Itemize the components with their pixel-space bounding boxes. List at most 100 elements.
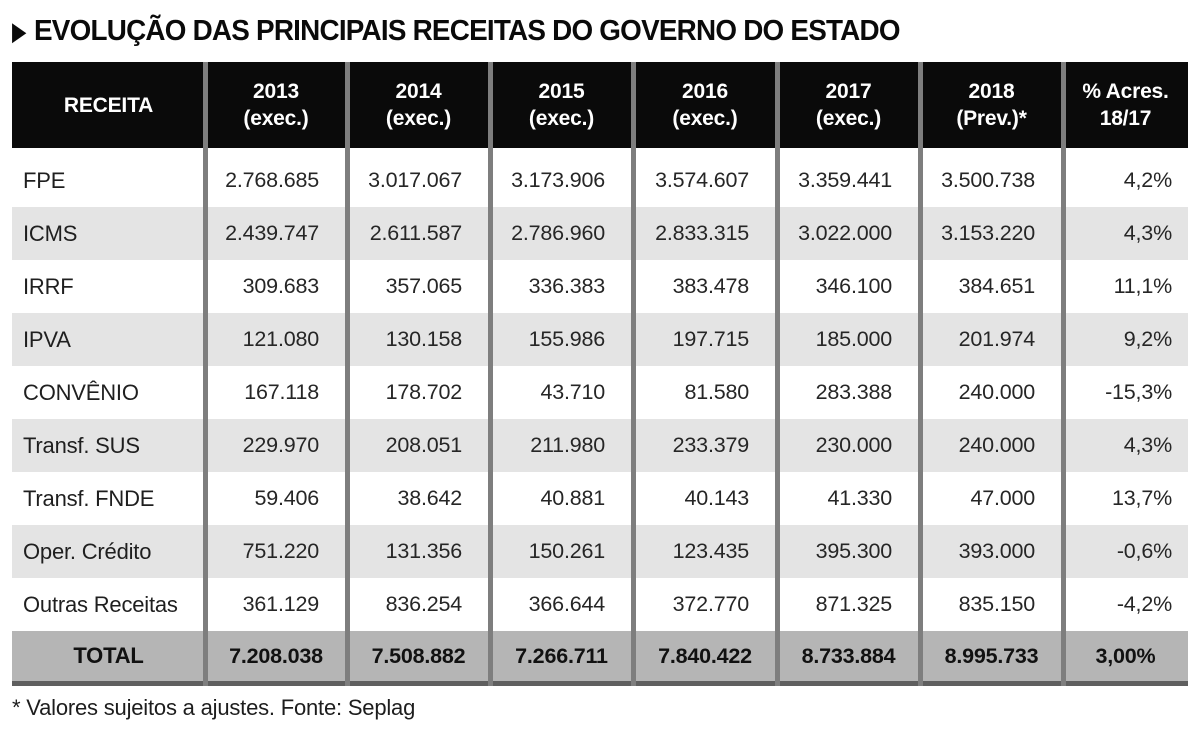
- value-cell-2014: 131.356: [347, 525, 490, 578]
- value-cell-2016: 372.770: [633, 578, 777, 631]
- table-row-transf-fnde: Transf. FNDE 59.406 38.642 40.881 40.143…: [12, 472, 1188, 525]
- percent-cell: 4,3%: [1063, 419, 1188, 472]
- value-cell-2015: 211.980: [490, 419, 633, 472]
- column-separator: [631, 62, 636, 686]
- value-cell-2013: 229.970: [205, 419, 347, 472]
- table-row-irrf: IRRF 309.683 357.065 336.383 383.478 346…: [12, 260, 1188, 313]
- receita-cell: IRRF: [12, 260, 205, 313]
- value-cell-2018: 835.150: [920, 578, 1063, 631]
- receita-cell: Outras Receitas: [12, 578, 205, 631]
- value-cell-2017: 185.000: [777, 313, 920, 366]
- percent-cell: 11,1%: [1063, 260, 1188, 313]
- table-row-outras-receitas: Outras Receitas 361.129 836.254 366.644 …: [12, 578, 1188, 631]
- table-row-convenio: CONVÊNIO 167.118 178.702 43.710 81.580 2…: [12, 366, 1188, 419]
- value-cell-2014: 178.702: [347, 366, 490, 419]
- table-row-total: TOTAL 7.208.038 7.508.882 7.266.711 7.84…: [12, 631, 1188, 681]
- value-cell-2015: 150.261: [490, 525, 633, 578]
- value-cell-2014: 2.611.587: [347, 207, 490, 260]
- value-cell-2013: 2.439.747: [205, 207, 347, 260]
- value-cell-2017: 41.330: [777, 472, 920, 525]
- value-cell-2016: 197.715: [633, 313, 777, 366]
- value-cell-2014: 130.158: [347, 313, 490, 366]
- value-cell-2014: 38.642: [347, 472, 490, 525]
- value-cell-2015: 43.710: [490, 366, 633, 419]
- value-cell-2018: 393.000: [920, 525, 1063, 578]
- value-cell-2018: 47.000: [920, 472, 1063, 525]
- value-cell-2015: 336.383: [490, 260, 633, 313]
- total-value-2016: 7.840.422: [633, 631, 777, 681]
- value-cell-2015: 366.644: [490, 578, 633, 631]
- percent-cell: 4,3%: [1063, 207, 1188, 260]
- value-cell-2018: 201.974: [920, 313, 1063, 366]
- percent-cell: 13,7%: [1063, 472, 1188, 525]
- receita-cell: ICMS: [12, 207, 205, 260]
- total-value-2013: 7.208.038: [205, 631, 347, 681]
- receita-cell: CONVÊNIO: [12, 366, 205, 419]
- column-separator: [488, 62, 493, 686]
- receita-cell: Oper. Crédito: [12, 525, 205, 578]
- table-row-oper-credito: Oper. Crédito 751.220 131.356 150.261 12…: [12, 525, 1188, 578]
- value-cell-2016: 40.143: [633, 472, 777, 525]
- footnote: * Valores sujeitos a ajustes. Fonte: Sep…: [12, 695, 416, 720]
- revenue-table: RECEITA 2013 (exec.) 2014 (exec.) 2015 (…: [12, 62, 1188, 686]
- header-cell-2017: 2017 (exec.): [777, 62, 920, 148]
- value-cell-2014: 3.017.067: [347, 154, 490, 207]
- value-cell-2015: 40.881: [490, 472, 633, 525]
- value-cell-2013: 2.768.685: [205, 154, 347, 207]
- value-cell-2015: 3.173.906: [490, 154, 633, 207]
- value-cell-2013: 121.080: [205, 313, 347, 366]
- value-cell-2017: 230.000: [777, 419, 920, 472]
- value-cell-2013: 59.406: [205, 472, 347, 525]
- value-cell-2014: 208.051: [347, 419, 490, 472]
- total-value-2018: 8.995.733: [920, 631, 1063, 681]
- column-separator: [918, 62, 923, 686]
- value-cell-2017: 346.100: [777, 260, 920, 313]
- value-cell-2018: 240.000: [920, 419, 1063, 472]
- percent-cell: 4,2%: [1063, 154, 1188, 207]
- column-separator: [345, 62, 350, 686]
- header-cell-percent: % Acres. 18/17: [1063, 62, 1188, 148]
- value-cell-2015: 2.786.960: [490, 207, 633, 260]
- table-row-fpe: FPE 2.768.685 3.017.067 3.173.906 3.574.…: [12, 154, 1188, 207]
- table-row-transf-sus: Transf. SUS 229.970 208.051 211.980 233.…: [12, 419, 1188, 472]
- header-cell-2016: 2016 (exec.): [633, 62, 777, 148]
- receita-cell: Transf. FNDE: [12, 472, 205, 525]
- value-cell-2014: 836.254: [347, 578, 490, 631]
- value-cell-2018: 3.500.738: [920, 154, 1063, 207]
- total-value-2017: 8.733.884: [777, 631, 920, 681]
- value-cell-2013: 361.129: [205, 578, 347, 631]
- table-row-ipva: IPVA 121.080 130.158 155.986 197.715 185…: [12, 313, 1188, 366]
- value-cell-2017: 3.022.000: [777, 207, 920, 260]
- value-cell-2017: 3.359.441: [777, 154, 920, 207]
- percent-cell: -15,3%: [1063, 366, 1188, 419]
- header-divider: [12, 148, 1188, 154]
- value-cell-2016: 3.574.607: [633, 154, 777, 207]
- total-value-2015: 7.266.711: [490, 631, 633, 681]
- value-cell-2017: 395.300: [777, 525, 920, 578]
- header-cell-2018: 2018 (Prev.)*: [920, 62, 1063, 148]
- table-row-icms: ICMS 2.439.747 2.611.587 2.786.960 2.833…: [12, 207, 1188, 260]
- value-cell-2017: 283.388: [777, 366, 920, 419]
- value-cell-2016: 383.478: [633, 260, 777, 313]
- total-percent: 3,00%: [1063, 631, 1188, 681]
- value-cell-2015: 155.986: [490, 313, 633, 366]
- receita-cell: FPE: [12, 154, 205, 207]
- column-separator: [775, 62, 780, 686]
- value-cell-2018: 240.000: [920, 366, 1063, 419]
- value-cell-2018: 3.153.220: [920, 207, 1063, 260]
- header-cell-2015: 2015 (exec.): [490, 62, 633, 148]
- page-title-text: EVOLUÇÃO DAS PRINCIPAIS RECEITAS DO GOVE…: [34, 14, 901, 47]
- value-cell-2016: 2.833.315: [633, 207, 777, 260]
- value-cell-2013: 309.683: [205, 260, 347, 313]
- value-cell-2016: 81.580: [633, 366, 777, 419]
- column-separator: [203, 62, 208, 686]
- total-label: TOTAL: [12, 631, 205, 681]
- value-cell-2013: 751.220: [205, 525, 347, 578]
- receita-cell: Transf. SUS: [12, 419, 205, 472]
- value-cell-2018: 384.651: [920, 260, 1063, 313]
- value-cell-2014: 357.065: [347, 260, 490, 313]
- column-separator: [1061, 62, 1066, 686]
- value-cell-2016: 233.379: [633, 419, 777, 472]
- arrow-right-icon: ▶: [12, 16, 27, 46]
